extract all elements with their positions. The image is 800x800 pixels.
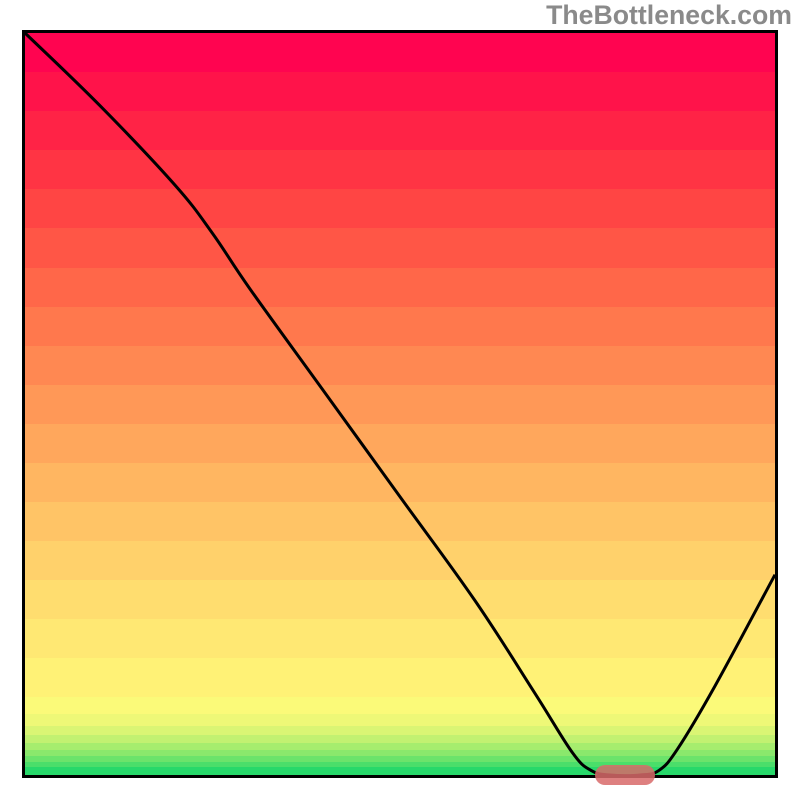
bottleneck-curve-svg: [25, 33, 775, 775]
watermark-text: TheBottleneck.com: [546, 0, 792, 31]
chart-frame: { "watermark": { "text": "TheBottleneck.…: [0, 0, 800, 800]
bottleneck-curve: [25, 33, 775, 776]
minimum-marker: [595, 765, 655, 784]
plot-area: [22, 30, 778, 778]
